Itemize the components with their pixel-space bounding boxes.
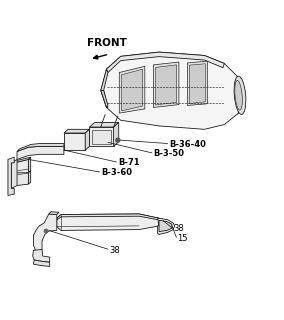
Text: B-36-40: B-36-40 [169, 140, 206, 149]
Polygon shape [101, 91, 108, 108]
Polygon shape [92, 130, 111, 144]
Polygon shape [33, 250, 50, 262]
Polygon shape [159, 220, 172, 232]
Polygon shape [101, 52, 241, 129]
Polygon shape [34, 260, 50, 267]
Circle shape [44, 229, 48, 233]
Polygon shape [89, 127, 114, 146]
Polygon shape [64, 129, 89, 133]
Polygon shape [28, 157, 31, 173]
Polygon shape [14, 159, 28, 176]
Polygon shape [28, 171, 31, 184]
Polygon shape [57, 214, 159, 230]
Polygon shape [14, 157, 31, 163]
Polygon shape [101, 69, 108, 108]
Text: B-71: B-71 [118, 158, 139, 167]
Circle shape [116, 138, 120, 142]
Polygon shape [153, 62, 179, 108]
Polygon shape [34, 214, 57, 251]
Polygon shape [11, 159, 17, 188]
Polygon shape [189, 64, 205, 103]
Text: B-3-50: B-3-50 [153, 149, 184, 158]
Polygon shape [158, 218, 175, 235]
Polygon shape [187, 61, 207, 106]
Polygon shape [122, 69, 143, 111]
Polygon shape [8, 157, 14, 196]
Polygon shape [57, 214, 159, 220]
Polygon shape [17, 144, 64, 151]
Text: FRONT: FRONT [87, 38, 126, 48]
Polygon shape [85, 129, 89, 150]
Ellipse shape [234, 76, 246, 114]
Polygon shape [89, 123, 119, 127]
Polygon shape [106, 52, 224, 73]
Text: B-3-60: B-3-60 [101, 168, 132, 177]
Text: 38: 38 [173, 224, 184, 233]
Ellipse shape [235, 80, 242, 110]
Polygon shape [119, 66, 145, 113]
Text: 38: 38 [109, 245, 120, 254]
Polygon shape [49, 212, 59, 214]
Text: 15: 15 [178, 234, 188, 243]
Polygon shape [156, 65, 177, 105]
Polygon shape [64, 133, 85, 150]
Polygon shape [16, 173, 28, 186]
Polygon shape [17, 146, 64, 159]
Polygon shape [114, 123, 119, 146]
